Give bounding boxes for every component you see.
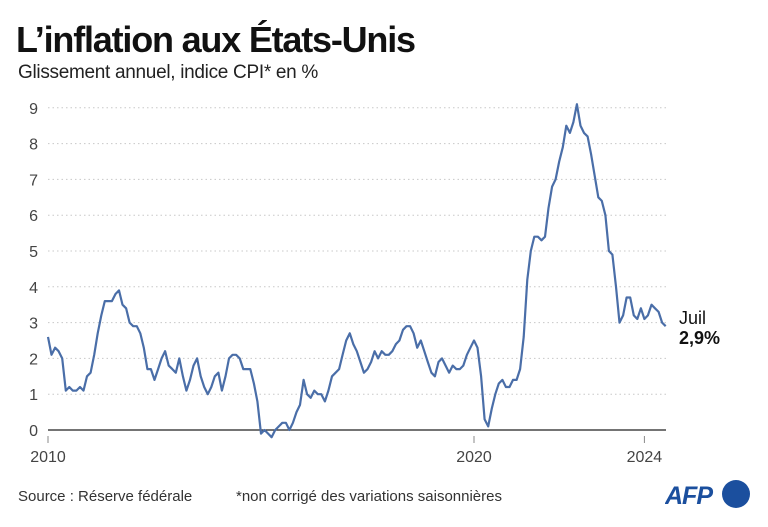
y-tick-label: 2	[29, 351, 38, 368]
y-tick-label: 0	[29, 423, 38, 440]
y-tick-label: 4	[29, 280, 38, 297]
y-tick-label: 5	[29, 244, 38, 261]
chart-title: L’inflation aux États-Unis	[16, 19, 416, 60]
x-tick-label: 2020	[456, 449, 492, 466]
y-tick-label: 9	[29, 101, 38, 118]
series-line-cpi	[46, 103, 667, 439]
y-tick-label: 7	[29, 172, 38, 189]
x-tick-label: 2024	[627, 449, 663, 466]
footnote: *non corrigé des variations saisonnières	[236, 488, 502, 505]
y-tick-label: 8	[29, 137, 38, 154]
y-tick-label: 1	[29, 387, 38, 404]
source-note: Source : Réserve fédérale	[18, 488, 193, 505]
x-axis-ticks: 2010 2020 2024	[30, 436, 662, 466]
chart-subtitle: Glissement annuel, indice CPI* en %	[18, 62, 318, 83]
y-axis-ticks: 0 1 2 3 4 5 6 7 8 9	[29, 101, 38, 440]
line-chart: 0 1 2 3 4 5 6 7 8 9 2010 2020 2024 Juil 2,9%	[29, 101, 720, 466]
afp-logo: AFP	[665, 480, 750, 510]
annotation-value: 2,9%	[679, 328, 720, 348]
svg-text:AFP: AFP	[665, 482, 713, 510]
x-tick-label: 2010	[30, 449, 66, 466]
annotation-month: Juil	[679, 308, 706, 328]
y-tick-label: 3	[29, 316, 38, 333]
y-tick-label: 6	[29, 208, 38, 225]
